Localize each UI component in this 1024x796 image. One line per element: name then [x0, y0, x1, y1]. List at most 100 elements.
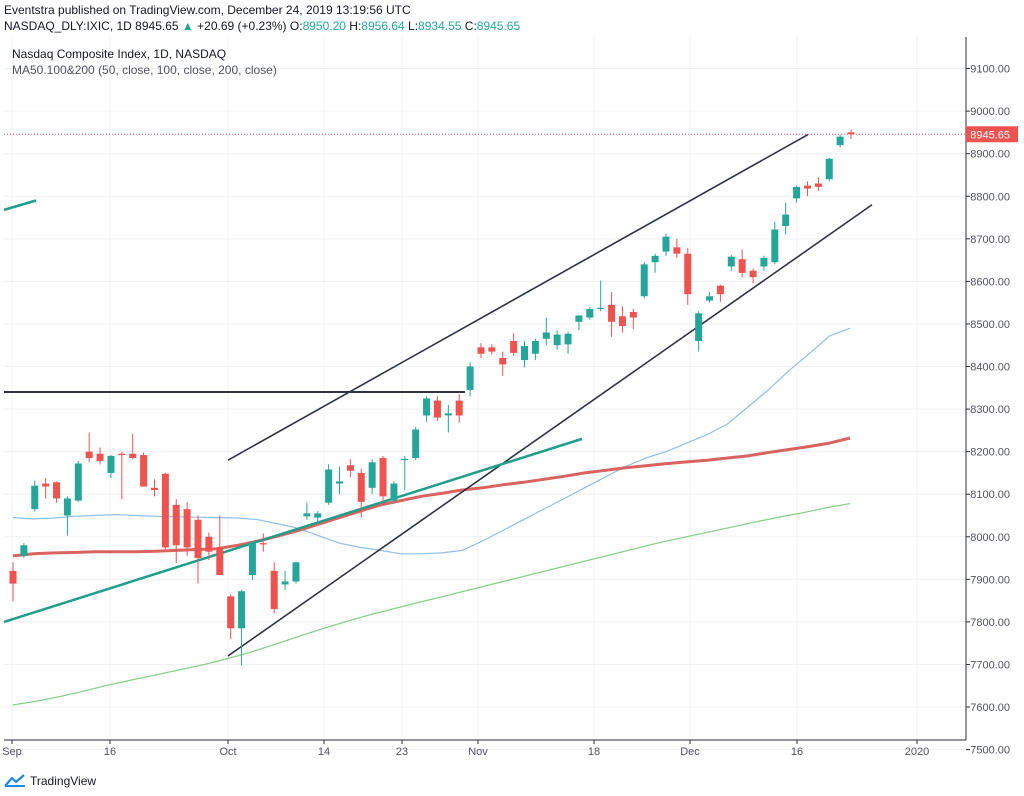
ma200-line: [12, 502, 851, 706]
candle-body: [651, 255, 659, 263]
candle-body: [542, 332, 550, 339]
y-tick-label: 8900.00: [970, 149, 1010, 161]
candle-body: [401, 458, 409, 461]
y-tick-label: 8400.00: [970, 362, 1010, 374]
candle-body: [42, 483, 50, 487]
x-tick-label: 16: [104, 746, 116, 758]
teal-trend-main: [3, 437, 583, 624]
candle-body: [455, 400, 463, 416]
teal-trend-left: [3, 199, 37, 212]
candle-body: [597, 307, 605, 310]
y-tick-label: 8500.00: [970, 319, 1010, 331]
x-tick-label: 2020: [905, 746, 929, 758]
candle-body: [53, 482, 61, 499]
published-line: Eventstra published on TradingView.com, …: [4, 3, 411, 17]
high-label: H:: [349, 19, 362, 33]
ohlc-line: NASDAQ_DLY:IXIC, 1D 8945.65 ▲ +20.69 (+0…: [4, 19, 520, 33]
lower-channel-line: [227, 204, 873, 657]
ma50-line: [12, 327, 851, 555]
candle-body: [673, 247, 681, 254]
candle-body: [63, 498, 71, 516]
x-tick-label: Oct: [219, 746, 236, 758]
candle-body: [31, 485, 39, 510]
candle-body: [281, 581, 289, 585]
candle-body: [183, 509, 191, 548]
candle-body: [510, 340, 518, 353]
candle-body: [335, 481, 343, 484]
y-tick-label: 8700.00: [970, 234, 1010, 246]
y-tick-label: 7700.00: [970, 659, 1010, 671]
candle-body: [618, 316, 626, 327]
candle-body: [20, 545, 28, 556]
candle-body: [793, 186, 801, 199]
candle-body: [706, 296, 714, 301]
candle-body: [194, 519, 202, 559]
x-tick-label: Dec: [680, 746, 700, 758]
candle-body: [608, 304, 616, 322]
candle-body: [433, 400, 441, 418]
indicator-label: MA50.100&200 (50, close, 100, close, 200…: [12, 63, 277, 77]
candle-body: [586, 309, 594, 318]
candle-body: [357, 472, 365, 502]
ma100-line: [12, 436, 851, 558]
y-tick-label: 7500.00: [970, 745, 1010, 757]
price-change: +20.69 (+0.23%): [197, 19, 287, 33]
candle-body: [205, 536, 213, 552]
y-tick-label: 8100.00: [970, 489, 1010, 501]
x-tick-label: Nov: [468, 746, 488, 758]
price-chart[interactable]: 7500.00 7600.00 7700.00 7800.00 7900.00 8000.…: [0, 37, 1024, 777]
candle-body: [760, 257, 768, 267]
candle-body: [161, 473, 169, 548]
y-tick-label: 8800.00: [970, 191, 1010, 203]
candle-body: [368, 462, 376, 488]
candle-body: [314, 513, 322, 518]
candle-body: [521, 346, 529, 361]
x-tick-label: 16: [791, 746, 803, 758]
candle-body: [575, 315, 583, 322]
y-tick-label: 9100.00: [970, 64, 1010, 76]
candle-body: [74, 463, 82, 501]
candle-body: [488, 347, 496, 352]
candle-body: [553, 334, 561, 346]
y-tick-label: 8200.00: [970, 447, 1010, 459]
x-tick-label: 23: [396, 746, 408, 758]
candle-body: [499, 358, 507, 365]
candle-body: [96, 453, 104, 462]
footer: TradingView: [4, 770, 96, 792]
candle-body: [771, 229, 779, 263]
x-tick-label: 14: [318, 746, 330, 758]
candle-body: [684, 253, 692, 295]
candle-body: [292, 562, 300, 582]
candle-body: [423, 398, 431, 416]
y-tick-label: 7900.00: [970, 574, 1010, 586]
candle-body: [466, 366, 474, 390]
low-label: L:: [408, 19, 419, 33]
candle-body: [814, 183, 822, 187]
candle-body: [129, 453, 137, 459]
x-tick-label: 18: [588, 746, 600, 758]
candle-body: [716, 285, 724, 295]
tradingview-logo-icon: [4, 774, 25, 787]
up-arrow-icon: ▲: [181, 19, 194, 33]
candle-body: [444, 413, 452, 416]
candle-body: [379, 458, 387, 497]
candle-body: [662, 236, 670, 252]
candle-body: [259, 543, 267, 545]
candle-body: [640, 264, 648, 297]
candle-body: [836, 136, 844, 146]
candle-body: [140, 455, 148, 487]
chart-title: Nasdaq Composite Index, 1D, NASDAQ: [12, 47, 227, 61]
candle-body: [803, 185, 811, 189]
candle-body: [270, 570, 278, 610]
candle-body: [847, 132, 855, 135]
candle-body: [238, 591, 246, 629]
high-value: 8956.64: [361, 19, 405, 33]
candle-body: [531, 340, 539, 354]
last-price-label: 8945.65: [970, 129, 1010, 141]
candle-body: [150, 487, 158, 490]
open-label: O:: [289, 19, 303, 33]
candle-body: [118, 453, 126, 456]
candle-body: [564, 333, 572, 345]
candle-body: [477, 347, 485, 354]
candle-body: [303, 513, 311, 517]
